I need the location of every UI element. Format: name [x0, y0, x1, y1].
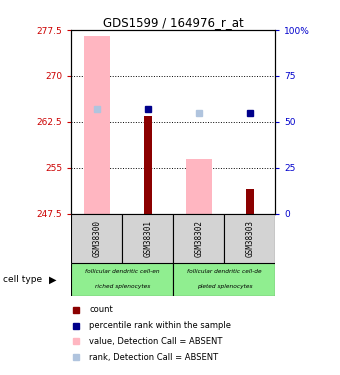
Bar	[224, 214, 275, 262]
Bar	[84, 36, 109, 214]
Text: rank, Detection Call = ABSENT: rank, Detection Call = ABSENT	[89, 353, 218, 362]
Bar	[173, 262, 275, 296]
Title: GDS1599 / 164976_r_at: GDS1599 / 164976_r_at	[103, 16, 244, 29]
Text: cell type: cell type	[3, 275, 42, 284]
Bar	[186, 159, 211, 214]
Text: percentile rank within the sample: percentile rank within the sample	[89, 321, 231, 330]
Bar	[173, 214, 224, 262]
Text: follicular dendritic cell-de: follicular dendritic cell-de	[187, 270, 262, 274]
Text: count: count	[89, 305, 113, 314]
Text: riched splenocytes: riched splenocytes	[95, 284, 150, 289]
Text: follicular dendritic cell-en: follicular dendritic cell-en	[85, 270, 160, 274]
Bar	[122, 214, 173, 262]
Text: GSM38301: GSM38301	[143, 220, 152, 257]
Text: ▶: ▶	[49, 274, 57, 284]
Bar	[246, 189, 254, 214]
Bar	[71, 214, 122, 262]
Text: value, Detection Call = ABSENT: value, Detection Call = ABSENT	[89, 337, 223, 346]
Bar	[71, 262, 173, 296]
Text: GSM38302: GSM38302	[194, 220, 203, 257]
Bar	[144, 116, 152, 214]
Text: pleted splenocytes: pleted splenocytes	[197, 284, 252, 289]
Text: GSM38300: GSM38300	[92, 220, 101, 257]
Text: GSM38303: GSM38303	[245, 220, 254, 257]
